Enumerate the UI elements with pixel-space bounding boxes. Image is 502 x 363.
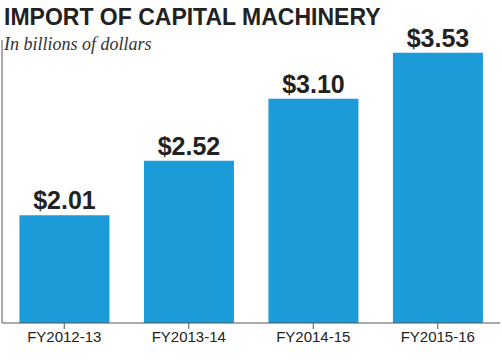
svg-text:FY2015-16: FY2015-16 bbox=[401, 328, 475, 345]
svg-text:FY2013-14: FY2013-14 bbox=[152, 328, 226, 345]
svg-text:FY2012-13: FY2012-13 bbox=[27, 328, 101, 345]
html-text:IMPORT OF CAPITAL MACHINERY: IMPORT OF CAPITAL MACHINERY bbox=[4, 4, 381, 30]
svg-text:$3.53: $3.53 bbox=[407, 24, 470, 52]
html-text:In billions of dollars: In billions of dollars bbox=[4, 34, 152, 54]
svg-text:$3.10: $3.10 bbox=[282, 70, 345, 98]
svg-text:$2.01: $2.01 bbox=[33, 186, 96, 214]
svg-text:$2.52: $2.52 bbox=[158, 132, 221, 160]
svg-text:FY2014-15: FY2014-15 bbox=[276, 328, 350, 345]
